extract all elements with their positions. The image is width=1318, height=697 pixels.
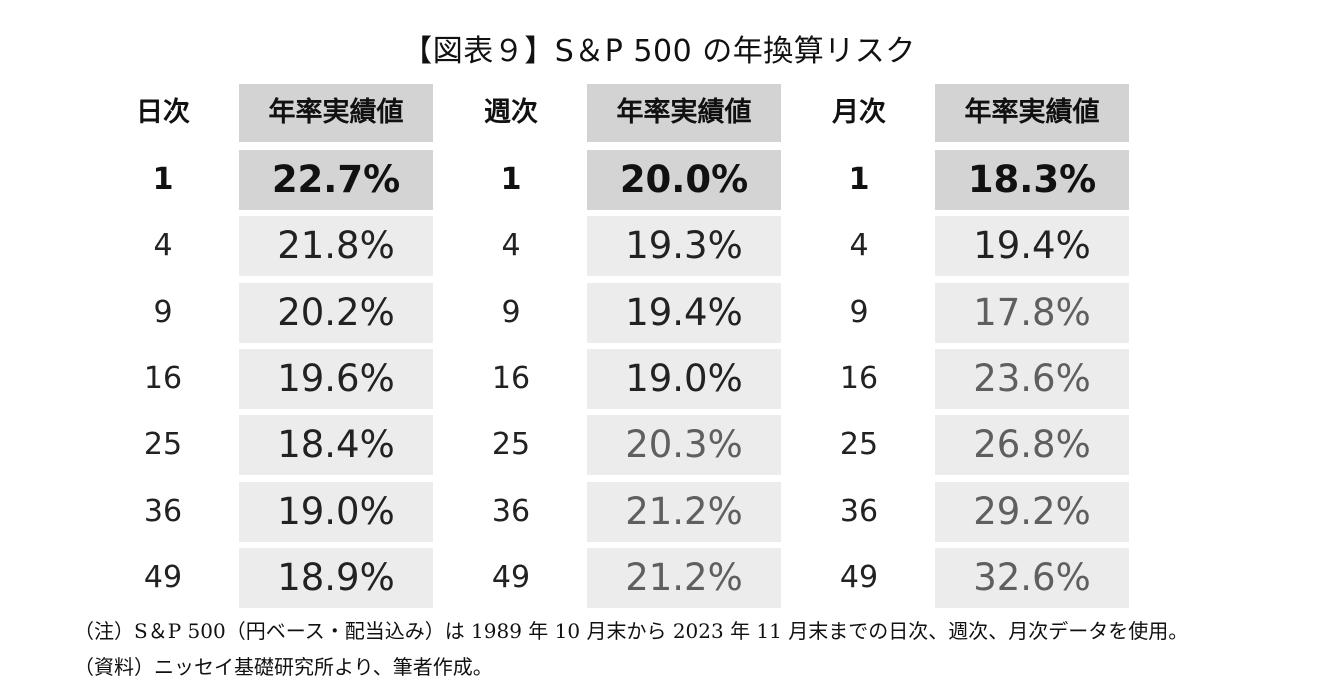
row-label: 49 [839, 560, 879, 595]
value-cell: 21.2% [587, 482, 781, 542]
period-label: 日次 [136, 97, 190, 128]
row-label: 36 [143, 494, 183, 529]
row-label: 16 [839, 361, 879, 396]
value-cell: 18.4% [239, 415, 433, 475]
value-cell: 22.7% [239, 150, 433, 210]
row-label: 36 [491, 494, 531, 529]
value-cell: 19.4% [587, 283, 781, 343]
period-label: 月次 [832, 97, 886, 128]
value-cell: 18.9% [239, 548, 433, 608]
row-label: 25 [491, 427, 531, 462]
row-label: 4 [849, 228, 869, 263]
row-label: 1 [152, 162, 174, 197]
value-cell: 18.3% [935, 150, 1129, 210]
row-label: 25 [143, 427, 183, 462]
value-cell: 19.4% [935, 216, 1129, 276]
chart-title: 【図表９】S＆P 500 の年換算リスク [402, 34, 916, 69]
value-cell: 20.3% [587, 415, 781, 475]
row-label: 9 [849, 295, 869, 330]
value-cell: 19.0% [239, 482, 433, 542]
row-label: 16 [491, 361, 531, 396]
value-cell: 19.3% [587, 216, 781, 276]
value-cell: 21.2% [587, 548, 781, 608]
value-cell: 19.6% [239, 349, 433, 409]
value-header: 年率実績値 [239, 84, 433, 142]
value-header: 年率実績値 [935, 84, 1129, 142]
row-label: 4 [153, 228, 173, 263]
value-cell: 29.2% [935, 482, 1129, 542]
row-label: 9 [153, 295, 173, 330]
row-label: 25 [839, 427, 879, 462]
risk-table: 日次 年率実績値 1 22.7% 4 21.8% 9 20.2% 16 19.6% 25 18.4% 3… [136, 84, 1129, 608]
row-label: 49 [143, 560, 183, 595]
value-cell: 23.6% [935, 349, 1129, 409]
value-header: 年率実績値 [587, 84, 781, 142]
period-label: 週次 [484, 97, 538, 128]
value-cell: 19.0% [587, 349, 781, 409]
row-label: 16 [143, 361, 183, 396]
source-note: （資料）ニッセイ基礎研究所より、筆者作成。 [74, 655, 493, 679]
value-cell: 20.0% [587, 150, 781, 210]
row-label: 4 [501, 228, 521, 263]
row-label: 1 [848, 162, 870, 197]
value-cell: 21.8% [239, 216, 433, 276]
row-label: 1 [500, 162, 522, 197]
value-cell: 26.8% [935, 415, 1129, 475]
value-cell: 17.8% [935, 283, 1129, 343]
row-label: 49 [491, 560, 531, 595]
row-label: 9 [501, 295, 521, 330]
footnote: （注）S＆P 500（円ベース・配当込み）は 1989 年 10 月末から 20… [74, 619, 1189, 643]
row-label: 36 [839, 494, 879, 529]
value-cell: 32.6% [935, 548, 1129, 608]
value-cell: 20.2% [239, 283, 433, 343]
